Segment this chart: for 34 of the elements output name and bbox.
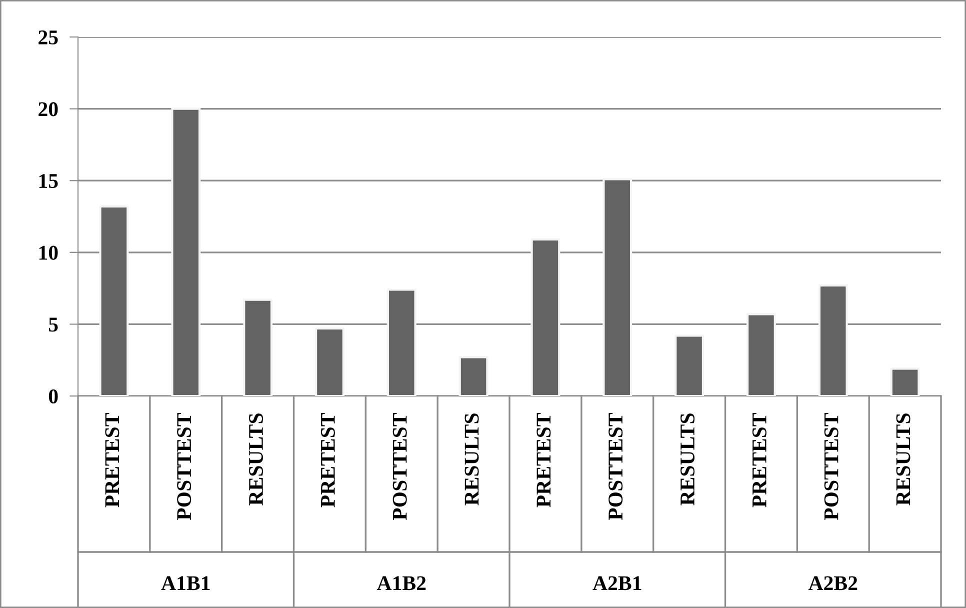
bar	[171, 108, 201, 396]
bar	[386, 288, 416, 396]
y-tick-label: 0	[48, 389, 58, 404]
y-tick-label: 25	[38, 30, 58, 44]
bar	[99, 205, 129, 396]
bar	[243, 298, 272, 396]
text: A2B2	[808, 576, 858, 590]
text: A2B1	[592, 576, 642, 590]
x-tick-label: PRETEST	[752, 412, 766, 508]
bar	[458, 356, 488, 396]
y-tick-label: 15	[39, 174, 58, 188]
x-tick-label: POSTTEST	[608, 412, 623, 520]
x-tick-label: RESULTS	[464, 414, 479, 506]
x-tick-label: RESULTS	[249, 414, 264, 506]
y-tick-label: 10	[39, 246, 58, 260]
bar	[818, 284, 848, 396]
text: A1B1	[161, 576, 210, 590]
x-tick-label: POSTTEST	[392, 412, 407, 520]
x-tick-label: PRETEST	[105, 412, 120, 508]
x-tick-label: PRETEST	[320, 412, 335, 508]
bar	[746, 313, 776, 396]
x-tick-label: POSTTEST	[824, 412, 838, 520]
x-tick-label: POSTTEST	[177, 412, 192, 520]
bar	[890, 368, 920, 396]
x-tick-label: PRETEST	[536, 412, 551, 508]
x-tick-label: RESULTS	[680, 414, 695, 506]
x-tick-label: RESULTS	[896, 414, 910, 506]
bar	[674, 334, 704, 396]
y-tick-label: 5	[48, 318, 58, 332]
bar	[530, 238, 560, 396]
y-tick-label: 20	[38, 102, 58, 116]
text: A1B2	[376, 576, 426, 590]
bar	[315, 327, 344, 396]
bar	[602, 178, 632, 396]
